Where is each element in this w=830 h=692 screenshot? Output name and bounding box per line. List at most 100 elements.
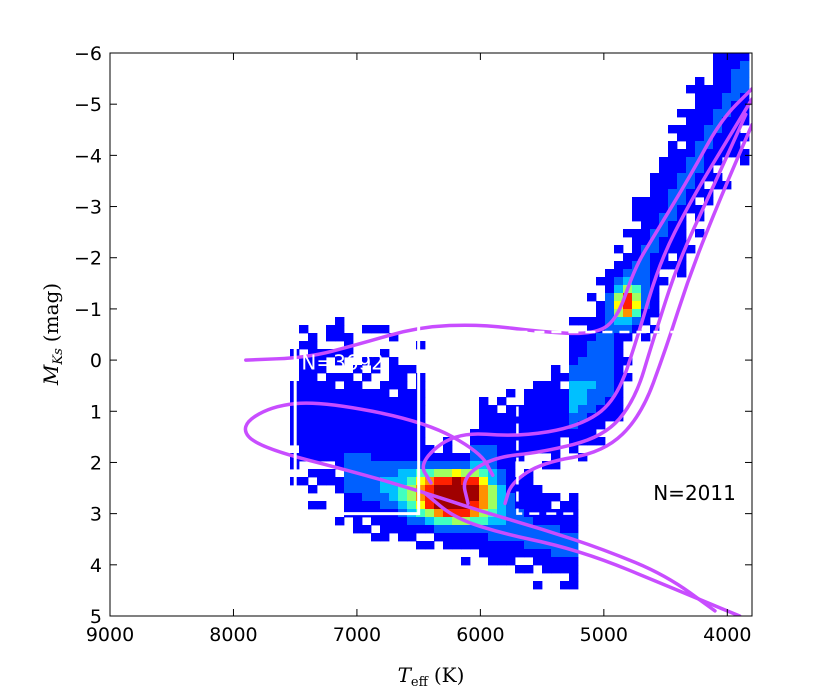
heatmap-cell bbox=[443, 461, 453, 470]
heatmap-cell bbox=[677, 197, 687, 206]
heatmap-cell bbox=[407, 517, 417, 526]
heatmap-cell bbox=[542, 557, 552, 566]
heatmap-cell bbox=[506, 437, 516, 446]
heatmap-cell bbox=[686, 189, 696, 198]
heatmap-cell bbox=[533, 581, 543, 590]
heatmap-cell bbox=[497, 533, 507, 542]
heatmap-cell bbox=[569, 509, 579, 518]
heatmap-cell bbox=[614, 357, 624, 366]
heatmap-cell bbox=[533, 381, 543, 390]
heatmap-cell bbox=[524, 477, 534, 486]
heatmap-cell bbox=[371, 477, 381, 486]
heatmap-cell bbox=[578, 413, 588, 422]
heatmap-cell bbox=[407, 533, 417, 542]
heatmap-cell bbox=[587, 437, 597, 446]
heatmap-cell bbox=[506, 469, 516, 478]
heatmap-cell bbox=[605, 325, 615, 334]
heatmap-cell bbox=[605, 309, 615, 318]
heatmap-cell bbox=[407, 405, 417, 414]
heatmap-cell bbox=[569, 429, 579, 438]
heatmap-cell bbox=[317, 437, 327, 446]
heatmap-cell bbox=[659, 189, 669, 198]
heatmap-cell bbox=[731, 77, 741, 86]
heatmap-cell bbox=[515, 453, 525, 462]
heatmap-cell bbox=[434, 477, 444, 486]
heatmap-cell bbox=[407, 461, 417, 470]
heatmap-cell bbox=[650, 285, 660, 294]
heatmap-cell bbox=[416, 525, 426, 534]
heatmap-cell bbox=[407, 421, 417, 430]
heatmap-cell bbox=[416, 373, 426, 382]
heatmap-cell bbox=[641, 213, 651, 222]
y-tick-label: −1 bbox=[74, 299, 102, 321]
heatmap-cell bbox=[335, 517, 345, 526]
heatmap-cell bbox=[398, 493, 408, 502]
heatmap-cell bbox=[389, 493, 399, 502]
heatmap-cell bbox=[677, 157, 687, 166]
heatmap-cell bbox=[686, 149, 696, 158]
heatmap-cell bbox=[605, 317, 615, 326]
heatmap-cell bbox=[506, 541, 516, 550]
heatmap-cell bbox=[524, 533, 534, 542]
heatmap-cell bbox=[497, 461, 507, 470]
heatmap-cell bbox=[308, 421, 318, 430]
heatmap-cell bbox=[416, 509, 426, 518]
heatmap-cell bbox=[344, 349, 354, 358]
heatmap-cell bbox=[542, 565, 552, 574]
heatmap-cell bbox=[479, 501, 489, 510]
x-tick-label: 9000 bbox=[86, 624, 134, 646]
heatmap-cell bbox=[722, 85, 732, 94]
heatmap-cell bbox=[326, 325, 336, 334]
heatmap-cell bbox=[470, 541, 480, 550]
heatmap-cell bbox=[380, 517, 390, 526]
heatmap-cell bbox=[416, 541, 426, 550]
heatmap-cell bbox=[308, 381, 318, 390]
heatmap-cell bbox=[389, 437, 399, 446]
heatmap-cell bbox=[398, 437, 408, 446]
heatmap-cell bbox=[560, 541, 570, 550]
heatmap-cell bbox=[353, 397, 363, 406]
heatmap-cell bbox=[479, 493, 489, 502]
heatmap-cell bbox=[587, 373, 597, 382]
heatmap-cell bbox=[578, 317, 588, 326]
heatmap-cell bbox=[335, 389, 345, 398]
heatmap-cell bbox=[425, 509, 435, 518]
heatmap-cell bbox=[686, 125, 696, 134]
heatmap-cell bbox=[677, 133, 687, 142]
heatmap-cell bbox=[461, 461, 471, 470]
heatmap-cell bbox=[695, 173, 705, 182]
heatmap-cell bbox=[506, 445, 516, 454]
heatmap-cell bbox=[713, 69, 723, 78]
heatmap-cell bbox=[542, 421, 552, 430]
heatmap-cell bbox=[488, 549, 498, 558]
heatmap-cell bbox=[398, 397, 408, 406]
heatmap-cell bbox=[497, 477, 507, 486]
heatmap-cell bbox=[722, 101, 732, 110]
heatmap-cell bbox=[524, 525, 534, 534]
heatmap-cell bbox=[389, 445, 399, 454]
heatmap-cell bbox=[560, 389, 570, 398]
heatmap-cell bbox=[344, 453, 354, 462]
isochrone-tracks bbox=[243, 87, 752, 616]
heatmap-cell bbox=[371, 493, 381, 502]
heatmap-cell bbox=[407, 477, 417, 486]
heatmap-cell bbox=[731, 149, 741, 158]
heatmap-cell bbox=[515, 477, 525, 486]
heatmap-cell bbox=[731, 69, 741, 78]
heatmap-cell bbox=[344, 445, 354, 454]
heatmap-cell bbox=[452, 453, 462, 462]
heatmap-cell bbox=[596, 333, 606, 342]
heatmap-cell bbox=[506, 525, 516, 534]
y-axis-label-main: M bbox=[39, 364, 63, 386]
heatmap-cell bbox=[542, 389, 552, 398]
heatmap-cell bbox=[344, 413, 354, 422]
heatmap-cell bbox=[488, 501, 498, 510]
heatmap-cell bbox=[362, 437, 372, 446]
heatmap-cell bbox=[713, 77, 723, 86]
heatmap-cell bbox=[344, 437, 354, 446]
heatmap-cell bbox=[524, 485, 534, 494]
heatmap-cell bbox=[317, 501, 327, 510]
heatmap-cell bbox=[353, 421, 363, 430]
heatmap-cell bbox=[641, 285, 651, 294]
